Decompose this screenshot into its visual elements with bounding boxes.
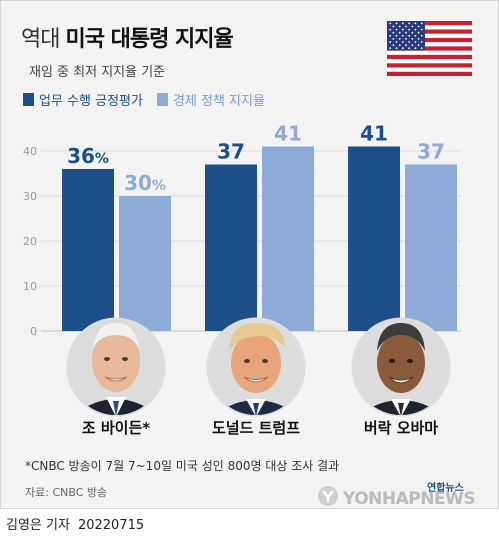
legend-swatch-approval [23, 93, 34, 106]
bar-value-label: 37 [417, 140, 445, 164]
y-tick-label: 10 [23, 280, 37, 293]
legend-item-approval: 업무 수행 긍정평가 [23, 90, 143, 109]
title-bold: 미국 대통령 지지율 [65, 27, 233, 52]
bar-value-label: 37 [217, 140, 245, 164]
reporter-name: 김영은 기자 [6, 518, 70, 533]
yonhap-logo-icon: 연합뉴스 YONHAPNEWS [317, 479, 497, 509]
legend-item-economy: 경제 정책 지지율 [156, 90, 265, 109]
bar [205, 164, 257, 331]
bar [348, 146, 400, 331]
trump-portrait-icon [206, 317, 306, 417]
bar [119, 196, 171, 331]
infographic-frame: 역대 미국 대통령 지지율 재임 중 최저 지지율 기준 업무 수행 긍정평가 … [0, 0, 499, 509]
bar-value-label: 41 [274, 122, 302, 146]
bar-chart: 0 10 20 30 40 36% 37 41 30% 41 37 [23, 122, 461, 417]
publish-date: 20220715 [77, 518, 145, 533]
category-label: 도널드 트럼프 [211, 419, 301, 437]
page-title: 역대 미국 대통령 지지율 [21, 21, 234, 53]
y-tick-label: 40 [23, 145, 37, 158]
us-flag-icon [387, 21, 472, 76]
category-label: 버락 오바마 [363, 419, 439, 437]
bar [62, 169, 114, 331]
logo-english: YONHAPNEWS [343, 489, 476, 509]
obama-portrait-icon [351, 317, 451, 417]
bar-value-label: 30% [124, 171, 166, 195]
category-label: 조 바이든* [81, 419, 151, 437]
legend-label-economy: 경제 정책 지지율 [172, 94, 265, 109]
president-names: 조 바이든* 도널드 트럼프 버락 오바마 [1, 417, 498, 443]
source-text: 자료: CNBC 방송 [25, 486, 108, 499]
bar-value-label: 36% [67, 144, 109, 168]
y-tick-label: 20 [23, 235, 37, 248]
title-light: 역대 [21, 27, 60, 52]
bar-value-label: 41 [360, 122, 388, 146]
bar [262, 146, 314, 331]
y-tick-label: 0 [30, 325, 37, 338]
legend: 업무 수행 긍정평가 경제 정책 지지율 [23, 90, 265, 109]
bar [405, 164, 457, 331]
subtitle: 재임 중 최저 지지율 기준 [29, 65, 166, 80]
biden-portrait-icon [66, 317, 166, 417]
legend-swatch-economy [156, 93, 168, 106]
byline: 김영은 기자 20220715 [6, 514, 144, 533]
logo-korean: 연합뉴스 [427, 483, 464, 494]
y-tick-label: 30 [23, 190, 37, 203]
survey-note: *CNBC 방송이 7월 7~10일 미국 성인 800명 대상 조사 결과 [25, 459, 340, 473]
yonhap-mark-icon [318, 486, 338, 506]
legend-label-approval: 업무 수행 긍정평가 [39, 94, 143, 109]
